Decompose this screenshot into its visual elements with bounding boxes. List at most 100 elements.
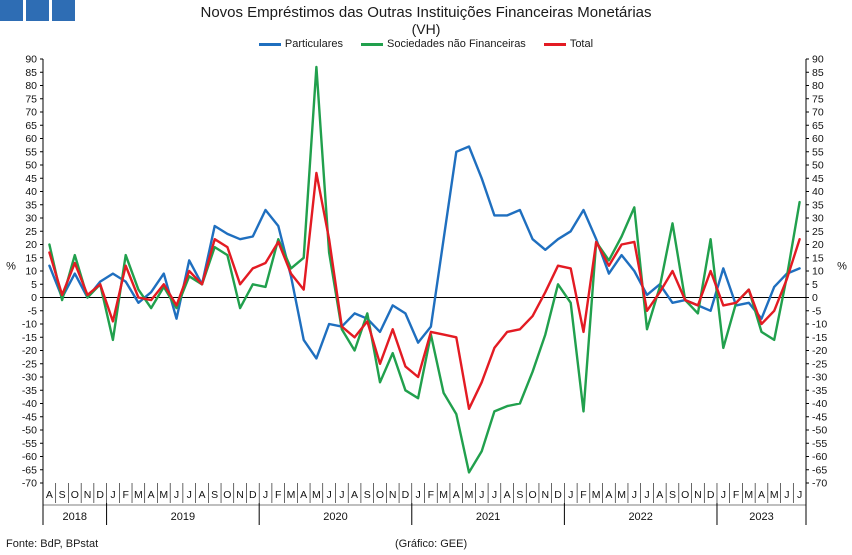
x-month-label: J (644, 489, 649, 501)
legend-swatch (361, 42, 383, 46)
y-tick-label-left: 60 (25, 133, 37, 145)
x-month-label: A (46, 489, 53, 501)
x-month-label: M (312, 489, 321, 501)
x-month-label: M (134, 489, 143, 501)
y-tick-label-right: 60 (812, 133, 824, 145)
x-month-label: N (236, 489, 244, 501)
y-tick-label-left: 20 (25, 239, 37, 251)
y-tick-label-left: -30 (22, 372, 37, 384)
x-month-label: M (465, 489, 474, 501)
y-tick-label-left: 75 (25, 93, 37, 105)
y-tick-label-right: -60 (812, 451, 827, 463)
y-tick-label-left: 55 (25, 146, 37, 158)
x-month-label: M (770, 489, 779, 501)
x-month-label: A (300, 489, 307, 501)
y-tick-label-left: 45 (25, 173, 37, 185)
x-month-label: S (364, 489, 371, 501)
series-line-sociedades-n-o-financeiras (48, 65, 801, 474)
y-tick-label-right: 65 (812, 120, 824, 132)
y-tick-label-left: -65 (22, 464, 37, 476)
y-tick-label-right: 20 (812, 239, 824, 251)
x-month-label: A (605, 489, 612, 501)
x-month-label: D (96, 489, 104, 501)
x-month-label: J (479, 489, 484, 501)
y-tick-label-right: 70 (812, 107, 824, 119)
y-tick-label-right: 15 (812, 252, 824, 264)
y-tick-label-right: -20 (812, 345, 827, 357)
y-tick-label-right: 75 (812, 93, 824, 105)
logo-square (0, 0, 23, 21)
x-month-label: N (84, 489, 92, 501)
x-month-label: N (542, 489, 550, 501)
legend-label: Particulares (284, 38, 343, 50)
x-month-label: M (159, 489, 168, 501)
x-month-label: O (529, 489, 537, 501)
x-month-label: J (797, 489, 802, 501)
x-month-label: J (492, 489, 497, 501)
y-tick-label-right: 10 (812, 266, 824, 278)
x-year-label: 2019 (171, 511, 195, 523)
x-month-label: J (339, 489, 344, 501)
y-tick-label-right: 80 (812, 80, 824, 92)
y-tick-label-left: 15 (25, 252, 37, 264)
x-month-label: J (174, 489, 179, 501)
x-month-label: J (327, 489, 332, 501)
legend-label: Total (569, 38, 594, 50)
y-tick-label-right: 5 (812, 279, 818, 291)
y-tick-label-left: 30 (25, 213, 37, 225)
x-month-label: F (580, 489, 586, 501)
y-tick-label-left: -5 (28, 305, 37, 317)
x-month-label: F (275, 489, 281, 501)
x-month-label: O (376, 489, 384, 501)
x-month-label: M (439, 489, 448, 501)
y-tick-label-right: 35 (812, 199, 824, 211)
x-month-label: A (758, 489, 765, 501)
y-tick-label-left: -35 (22, 385, 37, 397)
y-axis-label-right: % (837, 261, 847, 273)
x-month-label: N (694, 489, 702, 501)
chart-credit: (Gráfico: GEE) (395, 538, 468, 550)
y-tick-label-left: -70 (22, 478, 37, 490)
y-tick-label-left: 80 (25, 80, 37, 92)
legend-item: Sociedades não Financeiras (361, 38, 526, 50)
y-tick-label-left: 35 (25, 199, 37, 211)
y-tick-label-left: -10 (22, 319, 37, 331)
y-tick-label-left: -40 (22, 398, 37, 410)
x-month-label: J (263, 489, 268, 501)
y-tick-label-left: -60 (22, 451, 37, 463)
x-year-label: 2021 (476, 511, 500, 523)
y-tick-label-right: -25 (812, 358, 827, 370)
y-tick-label-left: -20 (22, 345, 37, 357)
y-tick-label-left: 70 (25, 107, 37, 119)
x-month-label: J (568, 489, 573, 501)
x-month-label: F (428, 489, 434, 501)
y-tick-label-right: 50 (812, 160, 824, 172)
x-month-label: O (223, 489, 231, 501)
y-tick-label-left: 5 (31, 279, 37, 291)
y-tick-label-right: -50 (812, 425, 827, 437)
chart-title: Novos Empréstimos das Outras Instituiçõe… (200, 4, 652, 21)
x-year-label: 2023 (749, 511, 773, 523)
y-tick-label-right: 90 (812, 54, 824, 66)
x-month-label: M (592, 489, 601, 501)
legend-swatch (543, 42, 566, 46)
x-month-label: S (669, 489, 676, 501)
source-note: Fonte: BdP, BPstat (6, 538, 99, 550)
x-month-label: D (707, 489, 715, 501)
x-month-label: J (110, 489, 115, 501)
y-tick-label-left: 0 (31, 292, 37, 304)
bdp-logo-icon (0, 0, 75, 21)
x-month-label: S (516, 489, 523, 501)
x-year-label: 2018 (63, 511, 87, 523)
legend-label: Sociedades não Financeiras (387, 38, 526, 50)
y-tick-label-right: 0 (812, 292, 818, 304)
x-month-label: M (617, 489, 626, 501)
x-month-label: A (351, 489, 358, 501)
y-tick-label-right: -10 (812, 319, 827, 331)
y-tick-label-left: 65 (25, 120, 37, 132)
y-tick-label-left: 40 (25, 186, 37, 198)
y-tick-label-left: -25 (22, 358, 37, 370)
x-month-label: M (744, 489, 753, 501)
series-line-particulares (48, 145, 801, 360)
